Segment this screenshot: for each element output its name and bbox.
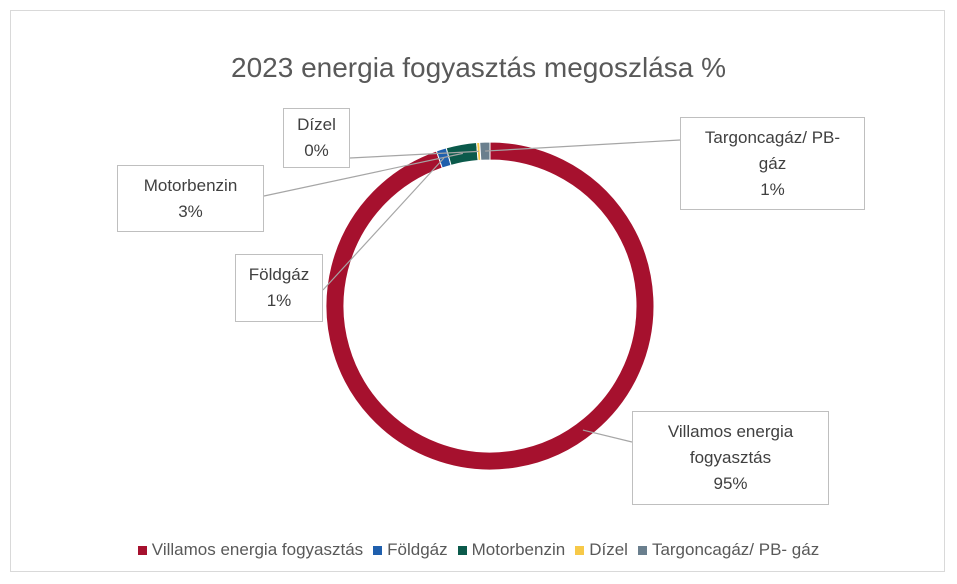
legend-swatch (637, 545, 647, 555)
legend-swatch (137, 545, 147, 555)
data-label: Villamos energia fogyasztás 95% (632, 411, 829, 505)
slice (479, 141, 491, 161)
data-label: Földgáz 1% (235, 254, 323, 322)
legend-swatch (575, 545, 585, 555)
legend-label: Földgáz (387, 540, 448, 559)
label-name: Villamos energia fogyasztás (667, 422, 794, 467)
chart-frame (10, 10, 945, 572)
legend: Villamos energia fogyasztás Földgáz Motorb… (0, 540, 957, 560)
label-name: Motorbenzin (143, 175, 238, 195)
legend-item: Földgáz (373, 540, 448, 560)
legend-label: Motorbenzin (471, 540, 566, 559)
data-label: Motorbenzin 3% (117, 165, 264, 232)
legend-swatch (457, 545, 467, 555)
data-label: Targoncagáz/ PB- gáz 1% (680, 117, 865, 210)
label-value: 1% (760, 179, 785, 199)
label-value: 95% (713, 474, 748, 493)
label-value: 1% (266, 291, 292, 310)
label-name: Földgáz (248, 265, 310, 284)
slice (325, 141, 655, 471)
label-value: 0% (304, 141, 329, 160)
leader-line (263, 152, 463, 197)
legend-label: Villamos energia fogyasztás (151, 540, 364, 559)
label-name: Dízel (297, 115, 336, 134)
chart-title: 2023 energia fogyasztás megoszlása % (231, 52, 726, 83)
label-name: Targoncagáz/ PB- gáz (704, 127, 841, 173)
leader-line (582, 429, 633, 443)
legend-item: Targoncagáz/ PB- gáz (637, 540, 820, 560)
legend-swatch (373, 545, 383, 555)
legend-item: Dízel (575, 540, 628, 560)
legend-item: Villamos energia fogyasztás (137, 540, 364, 560)
data-label: Dízel 0% (283, 108, 350, 168)
legend-label: Dízel (589, 540, 628, 559)
leader-line (322, 157, 445, 291)
leader-line (349, 150, 479, 159)
leader-line (485, 139, 681, 152)
legend-item: Motorbenzin (457, 540, 566, 560)
legend-label: Targoncagáz/ PB- gáz (651, 540, 820, 559)
label-value: 3% (178, 201, 203, 221)
